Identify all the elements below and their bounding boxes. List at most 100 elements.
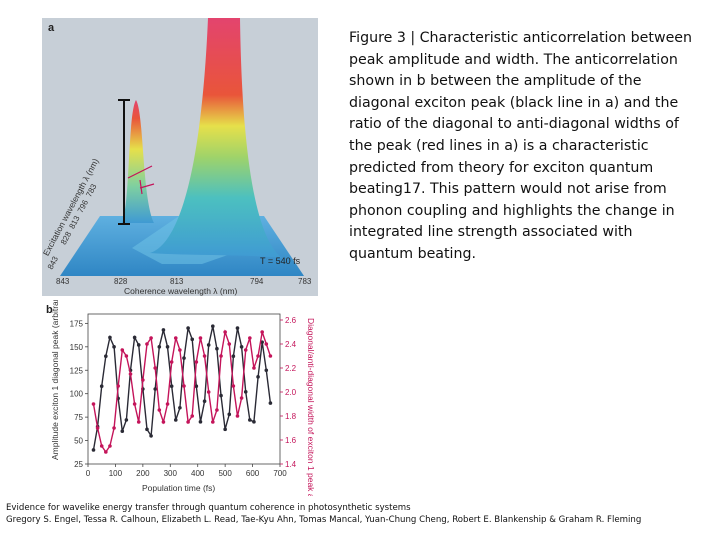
- x-tick-label: 200: [136, 469, 150, 478]
- x-tick: 813: [170, 277, 184, 286]
- x-tick-label: 300: [164, 469, 178, 478]
- data-point-right: [173, 336, 178, 340]
- data-point-left: [132, 335, 137, 340]
- citation-footer: Evidence for wavelike energy transfer th…: [6, 502, 718, 526]
- data-point-left: [99, 384, 104, 388]
- paper-title: Evidence for wavelike energy transfer th…: [6, 503, 411, 513]
- data-point-right: [124, 354, 129, 358]
- data-point-right: [260, 330, 264, 334]
- data-point-right: [231, 384, 236, 388]
- data-point-right: [153, 366, 157, 370]
- small-diagonal-peak: [122, 100, 154, 223]
- y-left-tick-label: 25: [74, 460, 83, 469]
- data-point-left: [186, 326, 190, 330]
- x-axis-label: Coherence wavelength λ (nm): [124, 286, 238, 296]
- data-point-left: [112, 345, 116, 349]
- data-point-left: [227, 412, 232, 417]
- data-point-right: [223, 330, 227, 334]
- data-point-right: [178, 348, 182, 352]
- data-point-right: [145, 342, 149, 346]
- data-point-left: [231, 354, 236, 358]
- data-point-right: [99, 444, 104, 448]
- data-point-right: [248, 336, 252, 340]
- y-left-tick-label: 150: [70, 343, 84, 352]
- data-point-left: [190, 337, 195, 342]
- x-tick: 794: [250, 277, 264, 286]
- data-point-right: [243, 348, 248, 352]
- data-point-left: [104, 354, 108, 358]
- y-right-tick-label: 2.0: [285, 388, 297, 397]
- y-right-tick-label: 1.4: [285, 460, 297, 469]
- data-point-right: [235, 414, 240, 418]
- data-point-left: [136, 343, 141, 347]
- data-point-right: [194, 360, 199, 364]
- data-point-right: [132, 402, 137, 406]
- data-point-left: [124, 418, 129, 422]
- data-point-left: [91, 448, 96, 452]
- panel-a-label: a: [48, 22, 55, 34]
- data-point-left: [215, 346, 219, 351]
- data-point-right: [116, 384, 120, 388]
- line-chart-svg: b Amplitude exciton 1 diagonal peak (arb…: [46, 271, 316, 540]
- x-tick-label: 0: [86, 469, 91, 478]
- data-point-left: [182, 356, 186, 360]
- x-tick: 843: [56, 277, 70, 286]
- data-point-left: [243, 390, 248, 394]
- series-line-right: [92, 329, 272, 454]
- data-point-left: [145, 427, 149, 432]
- data-point-right: [215, 408, 219, 412]
- x-axis-label: Population time (fs): [142, 483, 215, 493]
- y-left-tick-label: 125: [70, 366, 84, 375]
- y-left-tick-label: 50: [74, 437, 83, 446]
- data-point-left: [202, 399, 207, 403]
- data-point-right: [186, 420, 190, 424]
- surface-plot-svg: a T = 540 fs 843 828 813 794 783 Coheren…: [42, 18, 312, 296]
- data-point-right: [169, 360, 174, 364]
- data-point-right: [128, 372, 133, 376]
- data-point-right: [252, 366, 256, 370]
- y-right-tick-label: 2.6: [285, 316, 297, 325]
- data-point-right: [112, 426, 116, 430]
- data-point-left: [108, 335, 112, 340]
- data-point-right: [141, 378, 145, 382]
- data-point-left: [248, 418, 252, 422]
- data-point-right: [268, 354, 273, 358]
- data-point-left: [223, 427, 227, 432]
- x-tick-label: 500: [218, 469, 232, 478]
- data-point-left: [235, 326, 240, 330]
- y-right-axis-label: Diagonal/anti-diagonal width of exciton …: [306, 318, 316, 496]
- data-point-left: [256, 375, 260, 379]
- y-right-tick-label: 2.4: [285, 340, 297, 349]
- data-point-right: [157, 408, 162, 412]
- data-point-left: [157, 345, 162, 349]
- data-point-left: [153, 387, 157, 391]
- data-point-left: [239, 345, 244, 349]
- data-point-left: [178, 405, 182, 410]
- data-point-right: [161, 420, 166, 424]
- data-point-left: [211, 324, 215, 328]
- data-point-left: [198, 420, 203, 424]
- x-tick-label: 100: [109, 469, 123, 478]
- data-point-right: [149, 336, 153, 340]
- panel-b-label: b: [46, 304, 53, 316]
- width-marker-red: [127, 165, 153, 179]
- data-point-left: [173, 418, 178, 422]
- data-point-right: [264, 342, 269, 346]
- data-point-left: [264, 368, 269, 373]
- x-tick: 783: [298, 277, 312, 286]
- series-line-left: [92, 326, 272, 451]
- data-point-left: [194, 384, 199, 388]
- data-point-right: [120, 348, 125, 352]
- data-point-right: [227, 342, 232, 346]
- data-point-right: [202, 354, 207, 358]
- y-left-axis-label: Amplitude exciton 1 diagonal peak (arbit…: [50, 300, 60, 460]
- data-point-right: [198, 336, 203, 340]
- data-point-right: [256, 354, 260, 358]
- x-tick: 828: [114, 277, 128, 286]
- data-point-right: [190, 414, 195, 418]
- y-right-tick-label: 1.8: [285, 412, 297, 421]
- figure-caption: Figure 3 | Characteristic anticorrelatio…: [349, 30, 693, 262]
- data-point-right: [211, 420, 215, 424]
- data-point-right: [108, 444, 112, 448]
- data-point-left: [169, 384, 174, 388]
